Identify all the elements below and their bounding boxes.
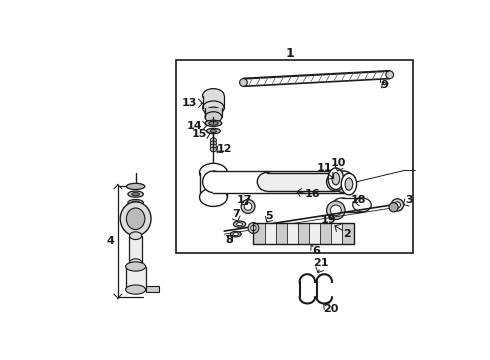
- Text: 16: 16: [305, 189, 320, 199]
- Ellipse shape: [199, 163, 227, 182]
- Text: 14: 14: [187, 121, 203, 131]
- Bar: [214, 171, 343, 193]
- Text: 18: 18: [351, 194, 367, 204]
- Ellipse shape: [132, 193, 140, 195]
- Ellipse shape: [353, 198, 371, 212]
- Bar: [331, 222, 343, 244]
- Bar: [343, 222, 354, 244]
- Bar: [342, 198, 362, 212]
- Ellipse shape: [129, 259, 142, 266]
- Ellipse shape: [257, 172, 276, 191]
- Bar: [203, 95, 224, 108]
- Ellipse shape: [126, 183, 145, 189]
- Bar: [253, 222, 265, 244]
- Ellipse shape: [210, 144, 217, 149]
- Circle shape: [244, 203, 252, 210]
- Ellipse shape: [386, 71, 393, 78]
- Text: 7: 7: [232, 209, 240, 219]
- Ellipse shape: [237, 222, 243, 226]
- Text: 1: 1: [285, 48, 294, 60]
- Ellipse shape: [205, 107, 222, 118]
- Ellipse shape: [126, 208, 145, 230]
- Ellipse shape: [240, 78, 247, 86]
- Bar: [125, 266, 146, 289]
- Ellipse shape: [210, 138, 217, 143]
- Text: 3: 3: [405, 195, 413, 205]
- Bar: [298, 222, 309, 244]
- Ellipse shape: [199, 188, 227, 206]
- Ellipse shape: [120, 202, 151, 236]
- Ellipse shape: [345, 178, 353, 190]
- Ellipse shape: [206, 128, 220, 134]
- Ellipse shape: [209, 121, 218, 125]
- Text: 21: 21: [313, 258, 328, 267]
- Circle shape: [248, 222, 259, 233]
- Bar: [175, 60, 413, 253]
- Ellipse shape: [205, 120, 222, 126]
- Circle shape: [391, 199, 404, 211]
- Text: 19: 19: [320, 215, 336, 225]
- Ellipse shape: [125, 262, 146, 271]
- Bar: [276, 222, 287, 244]
- Ellipse shape: [132, 201, 140, 204]
- Circle shape: [394, 202, 400, 208]
- Bar: [267, 172, 336, 191]
- Bar: [146, 286, 160, 292]
- Text: 17: 17: [237, 194, 252, 204]
- Ellipse shape: [233, 221, 246, 227]
- Circle shape: [241, 199, 255, 213]
- Text: 11: 11: [317, 163, 332, 173]
- Ellipse shape: [128, 191, 143, 197]
- Ellipse shape: [326, 172, 345, 191]
- Ellipse shape: [203, 89, 224, 103]
- Circle shape: [251, 225, 256, 231]
- Bar: [199, 172, 227, 197]
- Bar: [253, 222, 354, 244]
- Text: 9: 9: [380, 80, 388, 90]
- Bar: [320, 222, 331, 244]
- Bar: [287, 222, 298, 244]
- Ellipse shape: [129, 232, 142, 239]
- Circle shape: [326, 201, 345, 220]
- Text: 13: 13: [182, 98, 197, 108]
- Text: 5: 5: [265, 211, 272, 221]
- Ellipse shape: [203, 171, 224, 193]
- Ellipse shape: [230, 231, 241, 237]
- Text: 20: 20: [323, 304, 338, 314]
- Bar: [129, 236, 142, 263]
- Ellipse shape: [332, 172, 340, 185]
- Ellipse shape: [203, 101, 224, 115]
- Ellipse shape: [328, 168, 343, 189]
- Text: 8: 8: [225, 235, 233, 244]
- Ellipse shape: [333, 171, 354, 193]
- Text: 6: 6: [313, 246, 320, 256]
- Bar: [265, 222, 276, 244]
- Ellipse shape: [128, 199, 143, 206]
- Ellipse shape: [210, 147, 217, 152]
- Text: 2: 2: [343, 229, 351, 239]
- Bar: [309, 222, 320, 244]
- Ellipse shape: [210, 130, 217, 132]
- Circle shape: [330, 205, 341, 216]
- Ellipse shape: [205, 112, 222, 122]
- Ellipse shape: [210, 141, 217, 145]
- Ellipse shape: [233, 233, 239, 236]
- Text: 12: 12: [217, 144, 232, 154]
- Ellipse shape: [341, 173, 357, 195]
- Text: 4: 4: [106, 236, 114, 246]
- Circle shape: [389, 203, 398, 212]
- Ellipse shape: [125, 285, 146, 294]
- Bar: [205, 108, 222, 117]
- Text: 15: 15: [192, 129, 207, 139]
- Text: 10: 10: [330, 158, 346, 167]
- Ellipse shape: [333, 198, 351, 212]
